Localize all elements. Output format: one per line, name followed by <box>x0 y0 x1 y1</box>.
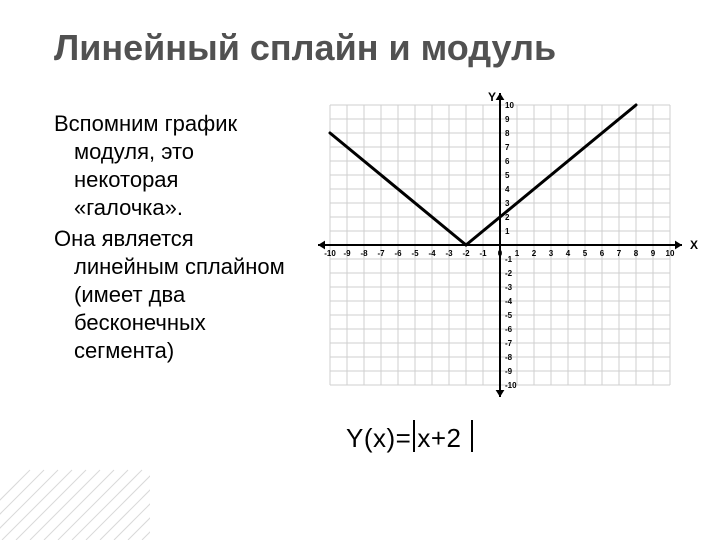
svg-text:-1: -1 <box>505 255 513 264</box>
chart-svg: -10-9-8-7-6-5-4-3-2-1012345678910-10-9-8… <box>300 85 700 405</box>
svg-text:5: 5 <box>505 171 510 180</box>
svg-text:10: 10 <box>505 101 514 110</box>
formula-inner: x+2 <box>417 423 469 453</box>
svg-text:1: 1 <box>505 227 510 236</box>
decoration-svg <box>0 450 150 540</box>
svg-text:1: 1 <box>515 249 520 258</box>
paragraph-2: Она является линейным сплайном (имеет дв… <box>54 225 289 366</box>
svg-text:-10: -10 <box>324 249 336 258</box>
svg-text:-10: -10 <box>505 381 517 390</box>
svg-text:-2: -2 <box>462 249 470 258</box>
svg-text:2: 2 <box>532 249 537 258</box>
svg-text:-9: -9 <box>505 367 513 376</box>
svg-text:9: 9 <box>651 249 656 258</box>
svg-text:3: 3 <box>505 199 510 208</box>
svg-text:-2: -2 <box>505 269 513 278</box>
svg-text:6: 6 <box>505 157 510 166</box>
svg-text:X: X <box>690 238 698 252</box>
abs-bar-right <box>471 420 473 452</box>
svg-text:-8: -8 <box>360 249 368 258</box>
svg-text:2: 2 <box>505 213 510 222</box>
corner-decoration <box>0 450 150 540</box>
svg-text:-3: -3 <box>505 283 513 292</box>
svg-text:-4: -4 <box>428 249 436 258</box>
svg-text:-4: -4 <box>505 297 513 306</box>
svg-text:-3: -3 <box>445 249 453 258</box>
slide-title: Линейный сплайн и модуль <box>54 28 556 68</box>
svg-text:-7: -7 <box>505 339 513 348</box>
svg-text:-7: -7 <box>377 249 385 258</box>
body-text: Вспомним график модуля, это некоторая «г… <box>54 110 289 367</box>
svg-text:4: 4 <box>505 185 510 194</box>
svg-text:10: 10 <box>666 249 675 258</box>
svg-text:Y: Y <box>488 90 496 104</box>
svg-text:7: 7 <box>505 143 510 152</box>
abs-bar-left <box>413 420 415 452</box>
svg-text:-5: -5 <box>505 311 513 320</box>
svg-text:-6: -6 <box>394 249 402 258</box>
svg-text:7: 7 <box>617 249 622 258</box>
svg-text:-5: -5 <box>411 249 419 258</box>
paragraph-1: Вспомним график модуля, это некоторая «г… <box>54 110 289 223</box>
svg-text:-1: -1 <box>479 249 487 258</box>
svg-text:4: 4 <box>566 249 571 258</box>
svg-text:-6: -6 <box>505 325 513 334</box>
slide: Линейный сплайн и модуль Вспомним график… <box>0 0 720 540</box>
abs-value-chart: -10-9-8-7-6-5-4-3-2-1012345678910-10-9-8… <box>300 85 700 405</box>
svg-text:-9: -9 <box>343 249 351 258</box>
svg-text:8: 8 <box>505 129 510 138</box>
svg-text:0: 0 <box>498 249 503 258</box>
formula: Y(x)=x+2 <box>346 420 475 454</box>
svg-text:-8: -8 <box>505 353 513 362</box>
svg-text:6: 6 <box>600 249 605 258</box>
formula-prefix: Y(x)= <box>346 423 411 453</box>
svg-text:9: 9 <box>505 115 510 124</box>
svg-text:8: 8 <box>634 249 639 258</box>
svg-text:5: 5 <box>583 249 588 258</box>
svg-text:3: 3 <box>549 249 554 258</box>
